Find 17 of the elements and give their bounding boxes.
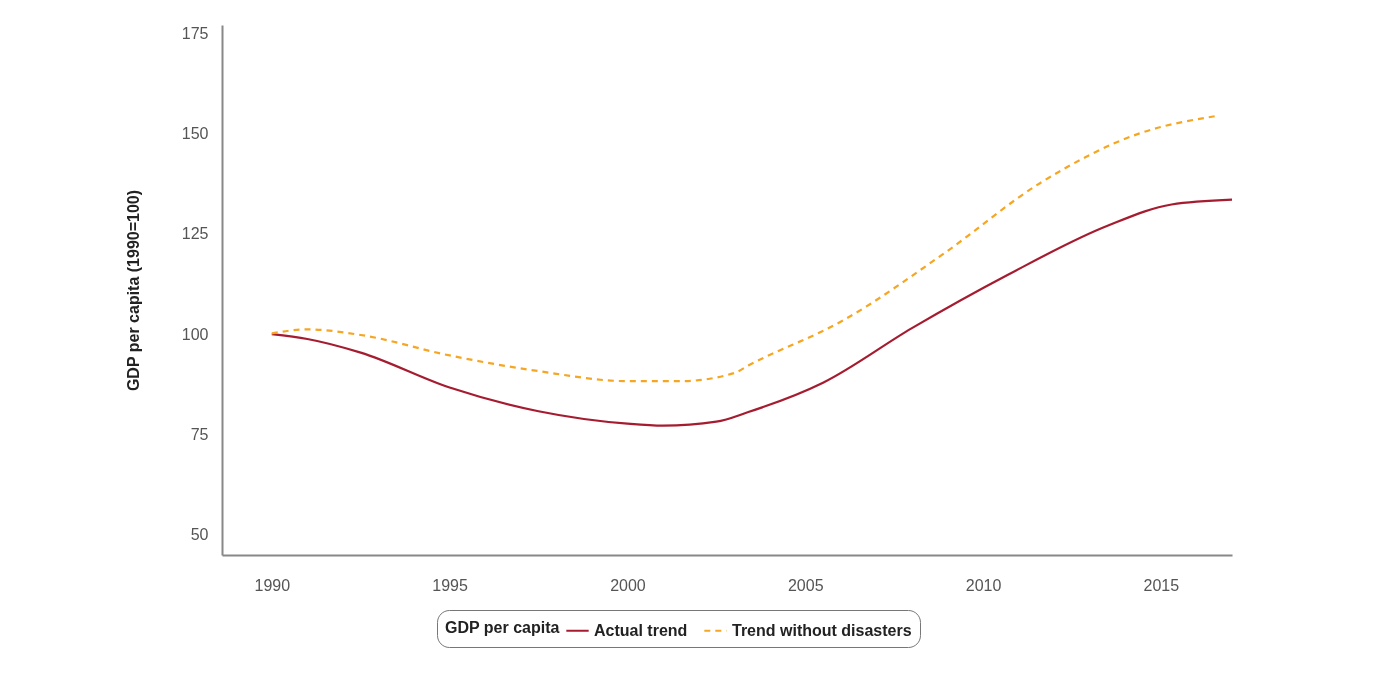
legend-label: Trend without disasters xyxy=(732,621,912,639)
y-axis-title: GDP per capita (1990=100) xyxy=(124,189,142,392)
x-tick-label: 2015 xyxy=(1143,576,1180,594)
x-tick-label: 1990 xyxy=(254,576,291,594)
y-tick-label: 50 xyxy=(190,526,209,544)
legend-label: Actual trend xyxy=(594,621,688,639)
x-tick-label: 1995 xyxy=(432,576,468,594)
y-tick-label: 75 xyxy=(190,426,209,444)
x-tick-label: 2000 xyxy=(610,576,646,594)
x-tick-label: 2010 xyxy=(965,576,1002,594)
y-tick-label: 125 xyxy=(181,225,209,243)
x-tick-label: 2005 xyxy=(787,576,824,594)
y-tick-label: 150 xyxy=(181,124,209,142)
y-tick-label: 175 xyxy=(181,24,209,42)
legend-title: GDP per capita xyxy=(445,619,560,636)
line-series xyxy=(270,198,1234,427)
y-tick-label: 100 xyxy=(181,325,209,343)
